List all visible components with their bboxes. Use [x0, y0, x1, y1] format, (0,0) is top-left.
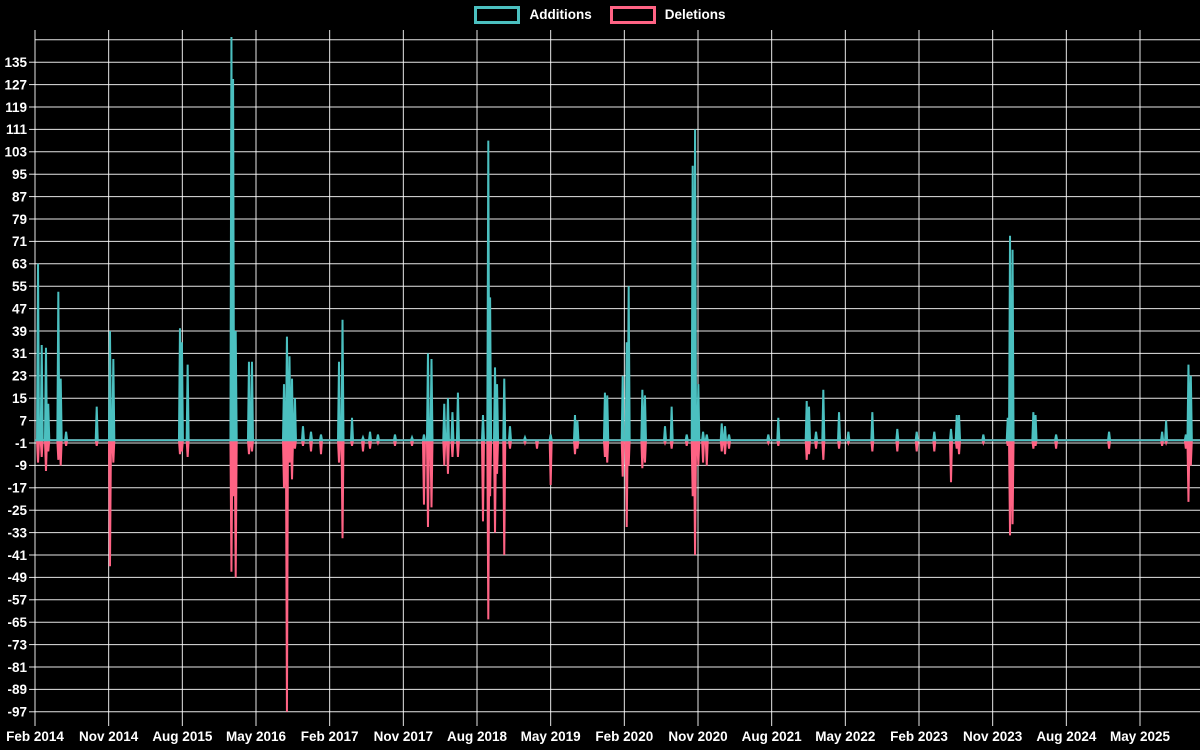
y-tick-label: -65: [7, 615, 27, 630]
y-tick-label: 15: [12, 391, 28, 406]
y-tick-label: 119: [5, 100, 27, 115]
y-tick-label: 71: [12, 234, 28, 249]
y-tick-label: 39: [12, 324, 27, 339]
x-tick-label: Nov 2020: [668, 729, 727, 744]
y-tick-label: 111: [6, 122, 28, 137]
legend-label-deletions: Deletions: [664, 7, 726, 22]
x-tick-label: Feb 2014: [6, 729, 64, 744]
legend-label-additions: Additions: [529, 7, 592, 22]
y-tick-label: 55: [12, 279, 28, 294]
additions-swatch: [474, 6, 521, 24]
y-tick-label: -97: [7, 705, 27, 720]
y-tick-label: -49: [7, 570, 27, 585]
legend-item-deletions[interactable]: Deletions: [609, 6, 726, 24]
y-tick-label: -17: [7, 481, 27, 496]
chart-legend: Additions Deletions: [0, 6, 1200, 24]
x-tick-label: May 2025: [1110, 729, 1171, 744]
deletions-swatch: [609, 6, 656, 24]
y-tick-label: 127: [4, 77, 27, 92]
additions-line: [35, 36, 1200, 442]
x-tick-label: Nov 2014: [79, 729, 139, 744]
y-tick-label: 23: [12, 369, 28, 384]
y-tick-label: 95: [12, 167, 28, 182]
x-tick-label: Aug 2021: [742, 729, 803, 744]
x-tick-label: Nov 2017: [374, 729, 433, 744]
x-tick-label: Aug 2018: [447, 729, 508, 744]
deletions-line: [35, 439, 1200, 712]
y-tick-label: 7: [19, 413, 27, 428]
y-tick-label: -1: [15, 436, 27, 451]
y-tick-label: -33: [7, 525, 27, 540]
x-tick-label: Feb 2023: [890, 729, 948, 744]
x-tick-label: May 2022: [815, 729, 875, 744]
legend-item-additions[interactable]: Additions: [474, 6, 592, 24]
y-tick-label: 31: [12, 346, 28, 361]
y-tick-label: 47: [12, 301, 27, 316]
y-tick-label: -89: [7, 682, 27, 697]
y-tick-label: -9: [15, 458, 27, 473]
x-tick-label: May 2019: [521, 729, 581, 744]
y-tick-label: -73: [7, 637, 27, 652]
x-tick-label: Aug 2015: [152, 729, 213, 744]
y-tick-label: -41: [7, 548, 27, 563]
x-tick-label: Nov 2023: [963, 729, 1023, 744]
x-tick-label: Aug 2024: [1036, 729, 1097, 744]
x-tick-label: Feb 2017: [301, 729, 359, 744]
y-tick-label: 135: [4, 55, 27, 70]
x-tick-label: May 2016: [226, 729, 287, 744]
x-tick-label: Feb 2020: [595, 729, 653, 744]
y-tick-label: 87: [12, 189, 27, 204]
y-tick-label: 63: [12, 257, 28, 272]
y-tick-label: -25: [7, 503, 27, 518]
y-tick-label: -81: [7, 660, 27, 675]
y-tick-label: 79: [12, 212, 27, 227]
y-tick-label: -57: [7, 593, 27, 608]
y-tick-label: 103: [4, 145, 27, 160]
